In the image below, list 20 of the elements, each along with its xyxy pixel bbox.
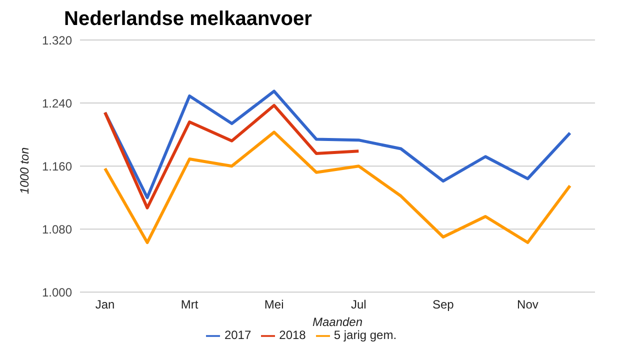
y-tick-label: 1.000 xyxy=(42,285,72,300)
legend-label: 5 jarig gem. xyxy=(334,328,397,342)
legend-label: 2017 xyxy=(224,328,252,342)
x-tick-label: Jan xyxy=(95,298,115,312)
line-series xyxy=(104,90,572,200)
y-tick-label: 1.240 xyxy=(42,96,72,110)
y-tick-label: 1.080 xyxy=(42,222,72,236)
y-tick-label: 1.160 xyxy=(42,159,72,174)
chart-title: Nederlandse melkaanvoer xyxy=(64,8,312,31)
y-axis-title: 1000 ton xyxy=(17,147,32,194)
x-tick-label: Mei xyxy=(264,298,284,312)
x-tick-label: Mrt xyxy=(180,298,199,312)
line-series xyxy=(104,130,572,244)
line-series xyxy=(104,104,360,210)
x-tick-label: Jul xyxy=(350,298,366,312)
x-tick-label: Nov xyxy=(517,298,538,312)
x-axis-title: Maanden xyxy=(312,315,363,330)
y-tick-label: 1.320 xyxy=(42,33,72,48)
legend-label: 2018 xyxy=(279,328,306,342)
x-tick-label: Sep xyxy=(432,298,454,312)
